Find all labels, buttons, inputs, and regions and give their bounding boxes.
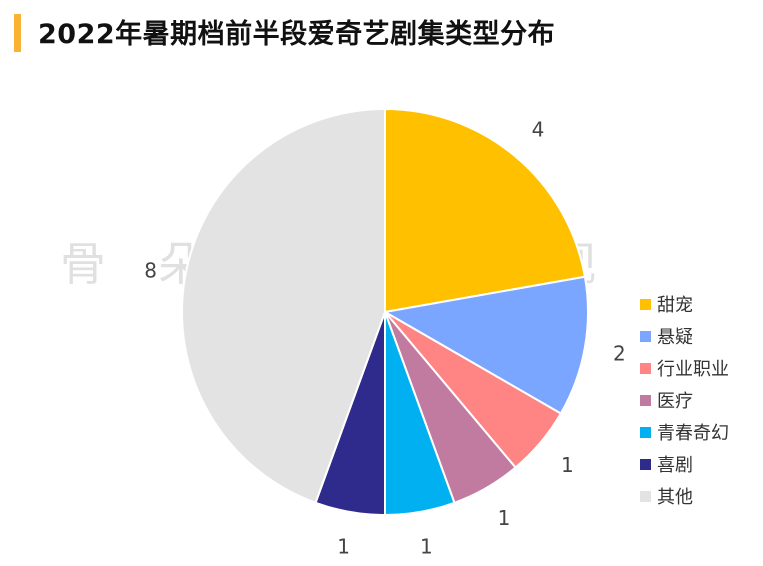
legend-label: 其他 bbox=[657, 487, 693, 508]
legend-label: 甜宠 bbox=[657, 295, 693, 316]
legend-item: 甜宠 bbox=[640, 288, 729, 320]
legend-label: 青春奇幻 bbox=[657, 423, 729, 444]
legend-swatch bbox=[640, 490, 651, 502]
chart-title: 2022年暑期档前半段爱奇艺剧集类型分布 bbox=[38, 19, 556, 50]
legend-swatch bbox=[640, 426, 651, 438]
legend-label: 喜剧 bbox=[657, 455, 693, 476]
legend-label: 悬疑 bbox=[657, 327, 693, 348]
data-label-4: 1 bbox=[498, 506, 511, 530]
pie-slice-1 bbox=[384, 107, 587, 314]
title-accent-bar bbox=[14, 14, 21, 52]
pie-slice-2 bbox=[382, 275, 589, 415]
data-label-2: 2 bbox=[613, 341, 626, 365]
pie-slice-7 bbox=[180, 107, 386, 505]
data-label-3: 1 bbox=[561, 453, 574, 477]
legend-swatch bbox=[640, 298, 651, 310]
data-label-6: 1 bbox=[337, 534, 350, 558]
legend-swatch bbox=[640, 330, 651, 342]
data-label-1: 4 bbox=[532, 118, 545, 142]
data-label-5: 1 bbox=[420, 534, 433, 558]
legend-item: 行业职业 bbox=[640, 352, 729, 384]
legend-swatch bbox=[640, 458, 651, 470]
legend-item: 喜剧 bbox=[640, 448, 729, 480]
legend: 甜宠悬疑行业职业医疗青春奇幻喜剧其他 bbox=[640, 288, 729, 512]
legend-swatch bbox=[640, 394, 651, 406]
legend-swatch bbox=[640, 362, 651, 374]
legend-label: 医疗 bbox=[657, 391, 693, 412]
data-label-7: 8 bbox=[144, 259, 157, 283]
legend-item: 医疗 bbox=[640, 384, 729, 416]
legend-item: 青春奇幻 bbox=[640, 416, 729, 448]
legend-label: 行业职业 bbox=[657, 359, 729, 380]
legend-item: 悬疑 bbox=[640, 320, 729, 352]
legend-item: 其他 bbox=[640, 480, 729, 512]
